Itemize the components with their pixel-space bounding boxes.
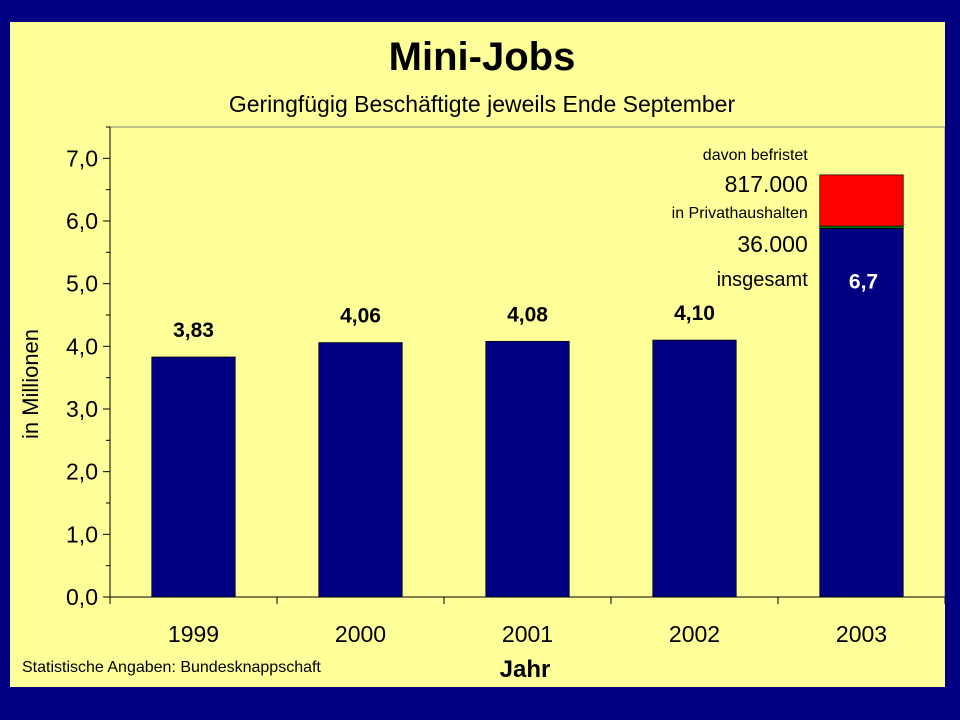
y-tick-label: 5,0 [66,271,98,297]
bar [485,340,570,598]
y-axis-label: in Millionen [18,329,43,439]
x-tick-label: 1999 [168,621,219,647]
data-label: 3,83 [173,319,214,342]
chart-title: Mini-Jobs [389,35,576,79]
data-label: 6,7 [849,270,878,293]
x-axis-label: Jahr [500,656,551,683]
bar-chart: Mini-Jobs Geringfügig Beschäftigte jewei… [18,35,945,683]
annotation: 817.000 [725,171,808,197]
bar [151,356,236,598]
x-tick-label: 2003 [836,621,887,647]
x-tick-label: 2001 [502,621,553,647]
annotation: insgesamt [717,269,809,291]
bar-2003-segment-1 [819,227,904,598]
annotation: 36.000 [737,231,807,257]
x-tick-label: 2002 [669,621,720,647]
annotation: in Privathaushalten [672,205,808,222]
y-tick-label: 2,0 [66,459,98,485]
data-label: 4,08 [507,303,548,326]
y-tick-label: 0,0 [66,584,98,610]
source-note: Statistische Angaben: Bundesknappschaft [22,659,321,676]
y-tick-label: 7,0 [66,145,98,171]
bar [652,339,737,598]
chart-subtitle: Geringfügig Beschäftigte jeweils Ende Se… [229,91,736,117]
bar [318,342,403,598]
data-label: 4,10 [674,302,715,325]
data-label: 4,06 [340,305,381,328]
bar-2003-segment-3 [819,174,904,227]
annotation: davon befristet [703,147,809,164]
y-tick-label: 6,0 [66,208,98,234]
y-tick-label: 1,0 [66,521,98,547]
y-tick-label: 3,0 [66,396,98,422]
x-tick-label: 2000 [335,621,386,647]
chart-slide: Mini-Jobs Geringfügig Beschäftigte jewei… [10,22,945,687]
y-tick-label: 4,0 [66,333,98,359]
